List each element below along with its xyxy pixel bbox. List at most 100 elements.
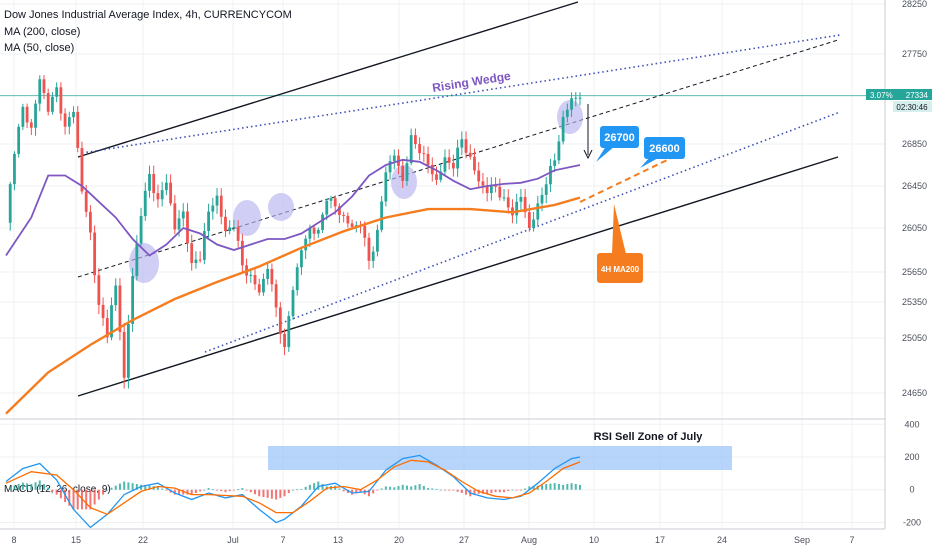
candle — [42, 75, 46, 100]
candle-body — [63, 113, 67, 127]
candle-body — [532, 219, 535, 229]
candle-body — [553, 160, 557, 166]
macd-histogram-bar — [473, 489, 476, 496]
candle — [565, 103, 569, 123]
candle-body — [84, 191, 88, 212]
candle — [392, 149, 396, 170]
candle-body — [17, 126, 21, 154]
candle-body — [202, 231, 206, 260]
macd-histogram-bar — [279, 489, 282, 498]
macd-histogram-bar — [431, 488, 434, 490]
candle — [422, 145, 426, 163]
candle-body — [211, 205, 215, 212]
macd-histogram-bar — [72, 489, 75, 510]
candle-body — [409, 135, 413, 164]
candle — [173, 194, 177, 235]
candle — [207, 203, 210, 238]
ma50-legend: MA (50, close) — [4, 42, 75, 54]
candle-body — [519, 196, 523, 202]
candle-body — [135, 243, 139, 276]
macd-histogram-bar — [524, 488, 527, 490]
macd-histogram-bar — [287, 489, 290, 493]
macd-histogram-bar — [26, 483, 29, 490]
time-tick-label: 17 — [655, 535, 665, 545]
candle-body — [194, 259, 198, 264]
candle — [338, 203, 341, 224]
macd-histogram-bar — [21, 482, 24, 490]
candle — [76, 106, 80, 153]
macd-histogram-bar — [507, 489, 510, 491]
candle — [8, 181, 12, 231]
candle — [219, 188, 223, 225]
macd-histogram-bar — [359, 489, 362, 493]
candle — [456, 139, 460, 177]
macd-histogram-bar — [376, 489, 379, 491]
candle — [262, 273, 265, 296]
macd-histogram-bar — [456, 489, 459, 492]
candle — [190, 234, 194, 271]
macd-histogram-bar — [249, 489, 252, 493]
macd-histogram-bar — [579, 484, 581, 490]
candle — [253, 268, 257, 290]
candle-body — [126, 323, 130, 378]
macd-histogram-bar — [397, 486, 400, 490]
macd-histogram-bar — [528, 486, 531, 490]
macd-histogram-bar — [549, 483, 552, 490]
target-26700-callout: 26700 — [596, 126, 639, 162]
macd-histogram-bar — [553, 483, 556, 490]
candle — [502, 189, 506, 202]
macd-histogram-bar — [275, 489, 278, 500]
macd-histogram-bar — [566, 484, 569, 490]
candle-body — [451, 162, 455, 169]
macd-histogram-bar — [85, 489, 88, 510]
macd-histogram-bar — [220, 489, 223, 492]
macd-histogram-bar — [481, 489, 484, 494]
candle-body — [489, 185, 493, 194]
candle — [17, 124, 21, 158]
candle — [38, 75, 42, 112]
candle-body — [249, 274, 253, 276]
macd-tick-label: 0 — [909, 485, 914, 495]
price-tick-label: 27750 — [902, 49, 927, 59]
candle-body — [143, 190, 147, 217]
candle-body — [401, 165, 405, 181]
candle — [515, 193, 519, 224]
candle-body — [160, 190, 164, 200]
candle-body — [308, 227, 312, 239]
candle — [118, 278, 122, 341]
time-tick-label: 15 — [71, 535, 81, 545]
macd-histogram-bar — [351, 489, 354, 495]
macd-histogram-bar — [452, 489, 455, 491]
time-tick-label: 27 — [459, 535, 469, 545]
macd-histogram-bar — [490, 489, 493, 493]
price-tick-label: 26050 — [902, 223, 927, 233]
candle — [460, 131, 464, 156]
candle-body — [549, 165, 552, 185]
candle — [498, 178, 502, 201]
macd-histogram-bar — [541, 484, 544, 490]
candle — [257, 278, 261, 296]
candle-body — [481, 181, 485, 186]
candle — [388, 155, 392, 180]
macd-histogram-bar — [545, 484, 548, 490]
candle — [89, 205, 92, 241]
candle-body — [443, 157, 447, 172]
candle-body — [228, 227, 232, 232]
candle-body — [413, 135, 417, 145]
down-arrow-head — [583, 149, 593, 160]
candle — [485, 177, 489, 202]
macd-histogram-bar — [317, 481, 320, 490]
candle — [376, 224, 379, 257]
ma200-callout-tail — [612, 204, 626, 254]
candle — [139, 207, 143, 246]
candle-body — [114, 285, 118, 306]
macd-histogram-bar — [511, 489, 514, 491]
candle-body — [544, 184, 548, 195]
macd-histogram-bar — [47, 487, 50, 490]
candle-body — [570, 98, 573, 110]
macd-histogram-bar — [55, 489, 58, 495]
wedge-upper-line — [81, 34, 841, 154]
time-tick-label: Aug — [521, 535, 537, 545]
candle — [300, 246, 303, 275]
candle-body — [173, 203, 177, 230]
